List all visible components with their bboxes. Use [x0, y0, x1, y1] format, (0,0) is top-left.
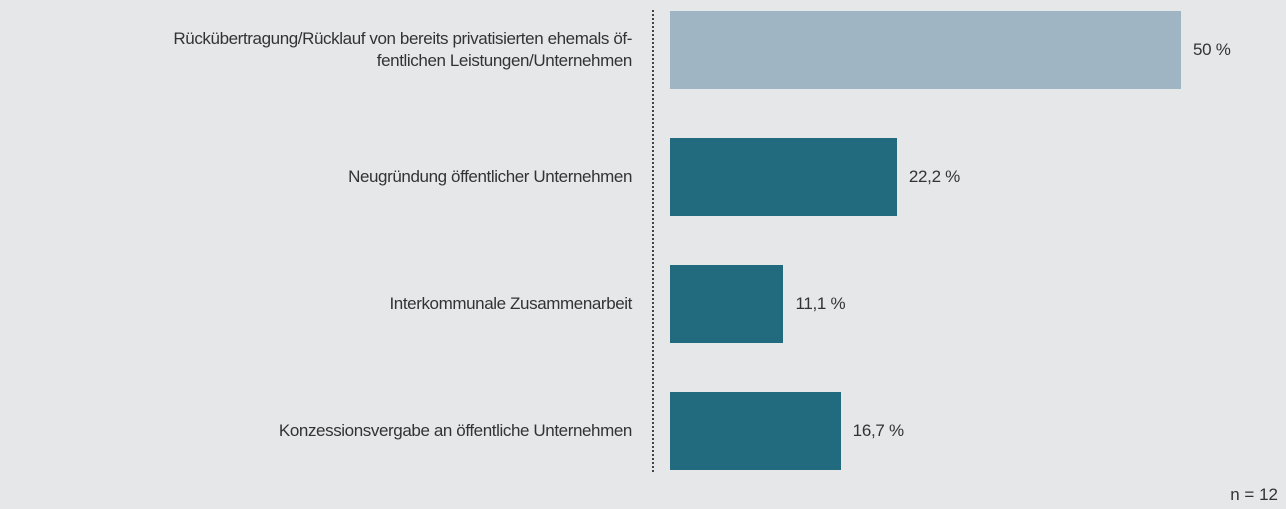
bar: [670, 265, 784, 343]
category-label: Rückübertragung/Rücklauf von bereits pri…: [173, 29, 632, 70]
axis-divider: [652, 10, 654, 472]
sample-size-note: n = 12: [1230, 485, 1278, 504]
category-label: Konzessionsvergabe an öffentliche Untern…: [278, 421, 633, 440]
bar: [670, 138, 897, 216]
value-label: 22,2 %: [908, 167, 961, 186]
category-label: Interkommunale Zusammenarbeit: [389, 294, 632, 313]
value-label: 11,1 %: [795, 294, 846, 313]
bar: [670, 11, 1181, 89]
value-label: 50 %: [1193, 40, 1231, 59]
category-label: Neugründung öffentlicher Unternehmen: [348, 167, 632, 186]
value-label: 16,7 %: [852, 421, 904, 440]
bar: [670, 392, 841, 470]
